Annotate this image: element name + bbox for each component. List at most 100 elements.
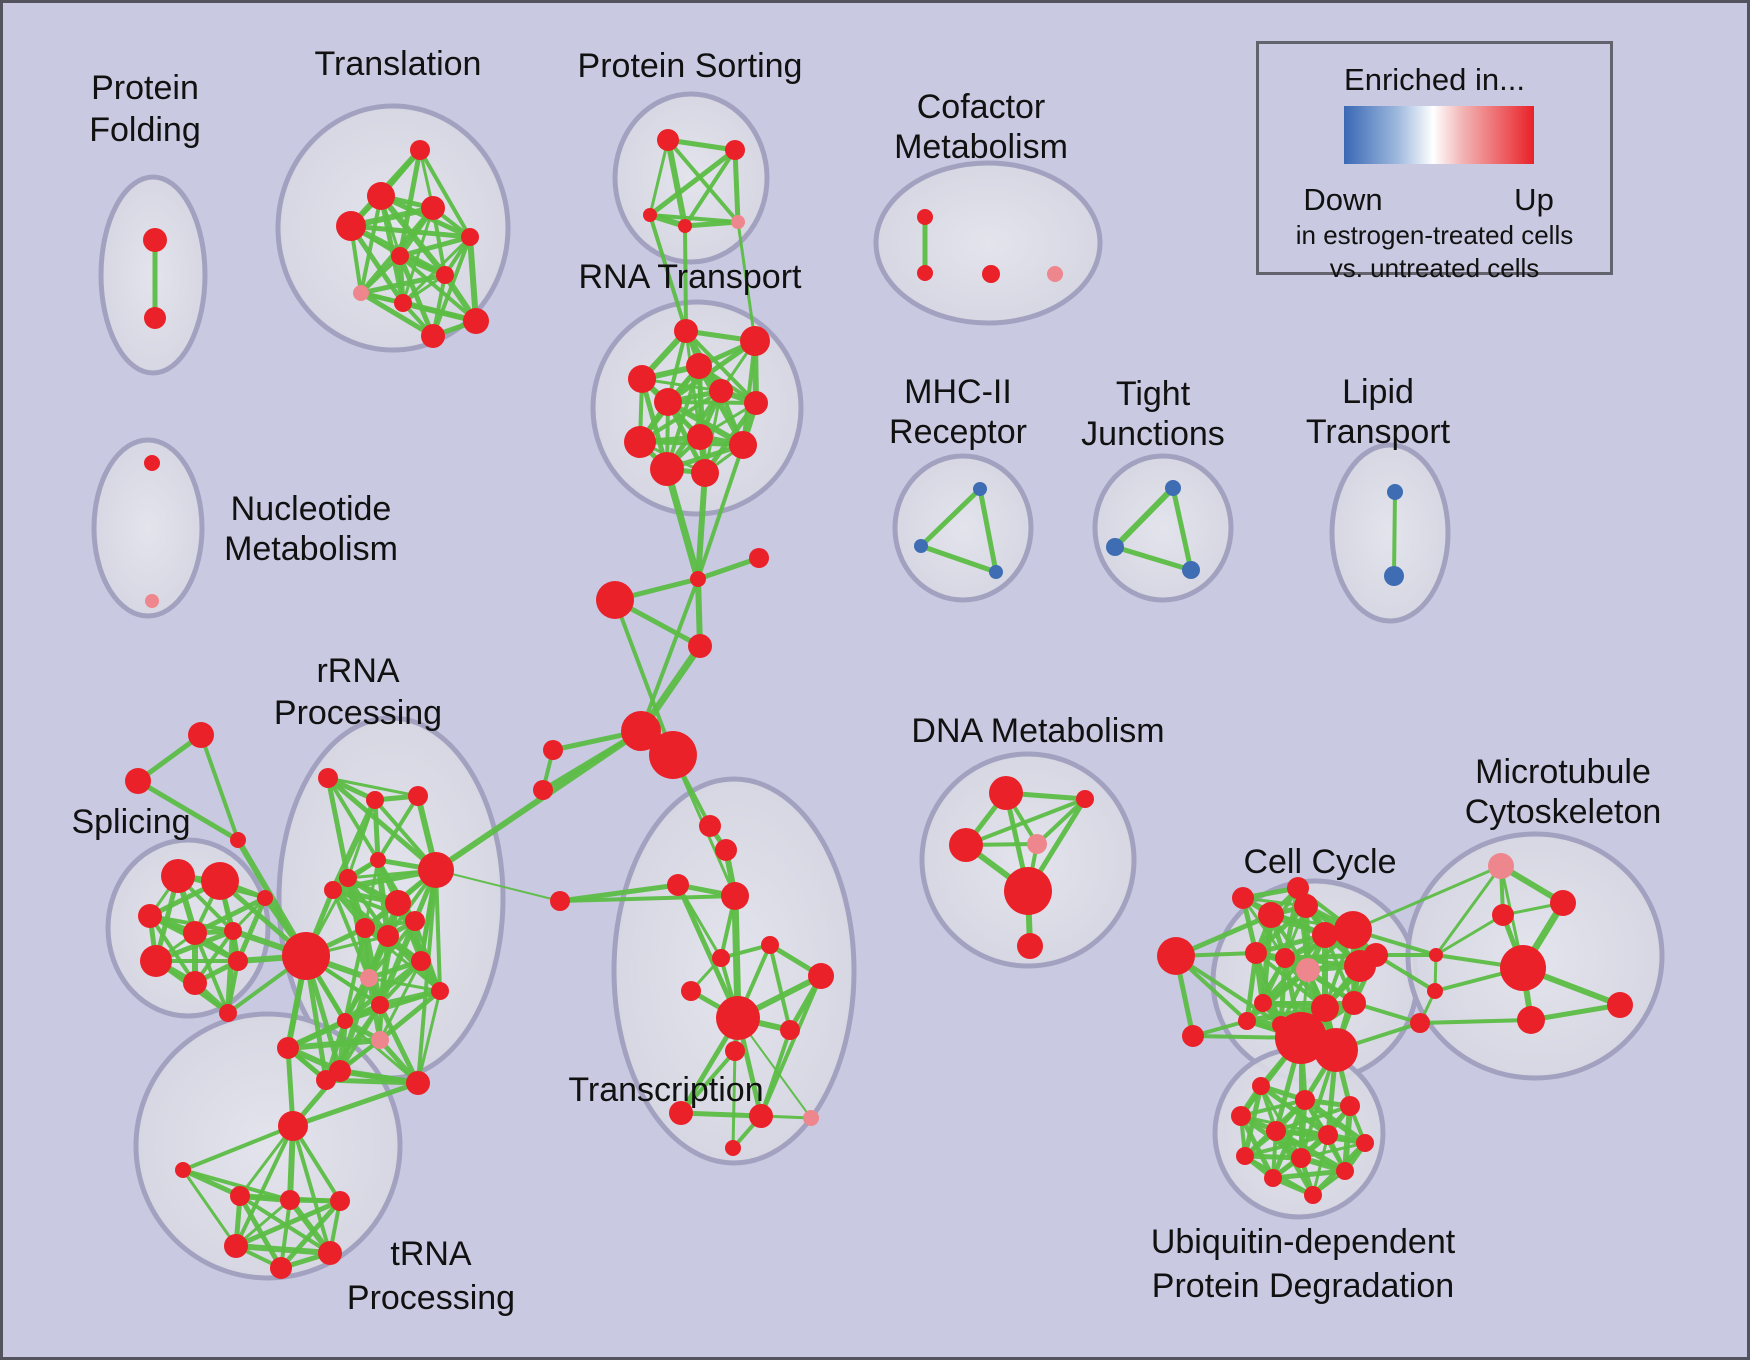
gene-set-node-rna-5[interactable]	[709, 379, 733, 403]
gene-set-node-trna-0[interactable]	[278, 1111, 308, 1141]
gene-set-node-trans-9[interactable]	[780, 1020, 800, 1040]
gene-set-node-trna-5[interactable]	[224, 1234, 248, 1258]
gene-set-node-ub-6[interactable]	[1356, 1134, 1374, 1152]
gene-set-node-spl-3[interactable]	[183, 921, 207, 945]
gene-set-node-dna-5[interactable]	[1017, 933, 1043, 959]
gene-set-node-rna-2[interactable]	[686, 353, 712, 379]
gene-set-node-rrna-10[interactable]	[405, 911, 425, 931]
gene-set-node-ps-4[interactable]	[731, 215, 745, 229]
gene-set-node-tl-9[interactable]	[463, 308, 489, 334]
gene-set-node-mhc-1[interactable]	[914, 539, 928, 553]
gene-set-node-mt-1[interactable]	[1550, 890, 1576, 916]
gene-set-node-trna-4[interactable]	[330, 1191, 350, 1211]
gene-set-node-mt-8[interactable]	[1607, 992, 1633, 1018]
gene-set-node-conn-12[interactable]	[1157, 937, 1195, 975]
gene-set-node-cof-2[interactable]	[982, 265, 1000, 283]
gene-set-node-spl-8[interactable]	[257, 890, 273, 906]
gene-set-node-tl-6[interactable]	[436, 266, 454, 284]
gene-set-node-rrna-0[interactable]	[318, 768, 338, 788]
gene-set-node-trans-2[interactable]	[667, 874, 689, 896]
gene-set-node-trans-3[interactable]	[721, 882, 749, 910]
gene-set-node-rrna-8[interactable]	[355, 918, 375, 938]
gene-set-node-cc-3[interactable]	[1312, 922, 1338, 948]
gene-set-node-lip-1[interactable]	[1384, 566, 1404, 586]
gene-set-node-cc-0[interactable]	[1258, 902, 1284, 928]
gene-set-node-cc-13[interactable]	[1342, 991, 1366, 1015]
gene-set-node-mt-3[interactable]	[1500, 945, 1546, 991]
gene-set-node-cc-2[interactable]	[1334, 911, 1372, 949]
gene-set-node-cc-8[interactable]	[1364, 943, 1388, 967]
gene-set-node-trna-2[interactable]	[230, 1186, 250, 1206]
gene-set-node-tl-0[interactable]	[410, 140, 430, 160]
gene-set-node-mt-7[interactable]	[1517, 1006, 1545, 1034]
gene-set-node-lip-0[interactable]	[1387, 484, 1403, 500]
gene-set-node-rna-1[interactable]	[740, 326, 770, 356]
gene-set-node-mhc-0[interactable]	[973, 482, 987, 496]
gene-set-node-rrna-4[interactable]	[370, 852, 386, 868]
gene-set-node-tl-1[interactable]	[367, 182, 395, 210]
gene-set-node-cc-4[interactable]	[1245, 942, 1267, 964]
gene-set-node-trans-13[interactable]	[803, 1110, 819, 1126]
gene-set-node-ub-10[interactable]	[1264, 1169, 1282, 1187]
gene-set-node-conn-8[interactable]	[649, 731, 697, 779]
gene-set-node-tl-3[interactable]	[336, 211, 366, 241]
gene-set-node-rrna-5[interactable]	[339, 869, 357, 887]
gene-set-node-rrna-14[interactable]	[431, 982, 449, 1000]
gene-set-node-tl-10[interactable]	[421, 324, 445, 348]
gene-set-node-cc-1[interactable]	[1294, 894, 1318, 918]
gene-set-node-ub-8[interactable]	[1291, 1148, 1311, 1168]
gene-set-node-tl-4[interactable]	[461, 228, 479, 246]
gene-set-node-rrna-15[interactable]	[371, 996, 389, 1014]
gene-set-node-spl-9[interactable]	[219, 1004, 237, 1022]
gene-set-node-trans-8[interactable]	[716, 996, 760, 1040]
gene-set-node-tl-2[interactable]	[421, 196, 445, 220]
gene-set-node-tl-7[interactable]	[353, 285, 369, 301]
gene-set-node-rna-7[interactable]	[624, 426, 656, 458]
gene-set-node-trna-3[interactable]	[280, 1190, 300, 1210]
gene-set-node-spl-4[interactable]	[224, 922, 242, 940]
gene-set-node-spl-7[interactable]	[228, 951, 248, 971]
gene-set-node-rrna-17[interactable]	[371, 1031, 389, 1049]
gene-set-node-rna-0[interactable]	[674, 319, 698, 343]
gene-set-node-dna-2[interactable]	[949, 828, 983, 862]
gene-set-node-dna-4[interactable]	[1004, 867, 1052, 915]
gene-set-node-rna-10[interactable]	[650, 452, 684, 486]
gene-set-node-rrna-3[interactable]	[418, 852, 454, 888]
gene-set-node-ub-4[interactable]	[1266, 1121, 1286, 1141]
gene-set-node-tl-8[interactable]	[394, 294, 412, 312]
gene-set-node-ub-9[interactable]	[1336, 1162, 1354, 1180]
gene-set-node-ub-0[interactable]	[1252, 1077, 1270, 1095]
gene-set-node-cc-5[interactable]	[1275, 948, 1295, 968]
gene-set-node-conn-13[interactable]	[1182, 1025, 1204, 1047]
gene-set-node-rna-4[interactable]	[654, 388, 682, 416]
gene-set-node-trans-10[interactable]	[725, 1041, 745, 1061]
gene-set-node-ub-5[interactable]	[1318, 1125, 1338, 1145]
gene-set-node-spl-1[interactable]	[201, 862, 239, 900]
gene-set-node-conn-4[interactable]	[749, 548, 769, 568]
gene-set-node-mt-5[interactable]	[1427, 983, 1443, 999]
gene-set-node-rna-8[interactable]	[687, 424, 713, 450]
gene-set-node-spl-0[interactable]	[161, 859, 195, 893]
gene-set-node-ps-2[interactable]	[643, 208, 657, 222]
gene-set-node-rrna-6[interactable]	[324, 881, 342, 899]
gene-set-node-mhc-2[interactable]	[989, 565, 1003, 579]
gene-set-node-trans-1[interactable]	[715, 839, 737, 861]
gene-set-node-rrna-12[interactable]	[360, 969, 378, 987]
gene-set-node-ub-1[interactable]	[1295, 1090, 1315, 1110]
gene-set-node-rna-6[interactable]	[744, 391, 768, 415]
gene-set-node-conn-9[interactable]	[543, 740, 563, 760]
gene-set-node-ub-2[interactable]	[1340, 1096, 1360, 1116]
gene-set-node-trna-1[interactable]	[175, 1162, 191, 1178]
gene-set-node-conn-1[interactable]	[125, 768, 151, 794]
gene-set-node-cc-12[interactable]	[1311, 994, 1339, 1022]
gene-set-node-mt-0[interactable]	[1488, 853, 1514, 879]
gene-set-node-ub-11[interactable]	[1304, 1186, 1322, 1204]
gene-set-node-tj-2[interactable]	[1182, 561, 1200, 579]
gene-set-node-conn-7[interactable]	[621, 711, 661, 751]
gene-set-node-dna-0[interactable]	[989, 776, 1023, 810]
gene-set-node-rrna-13[interactable]	[411, 951, 431, 971]
gene-set-node-conn-2[interactable]	[230, 832, 246, 848]
gene-set-node-tj-0[interactable]	[1165, 480, 1181, 496]
gene-set-node-rrna-18[interactable]	[277, 1037, 299, 1059]
gene-set-node-rrna-21[interactable]	[329, 1060, 351, 1082]
